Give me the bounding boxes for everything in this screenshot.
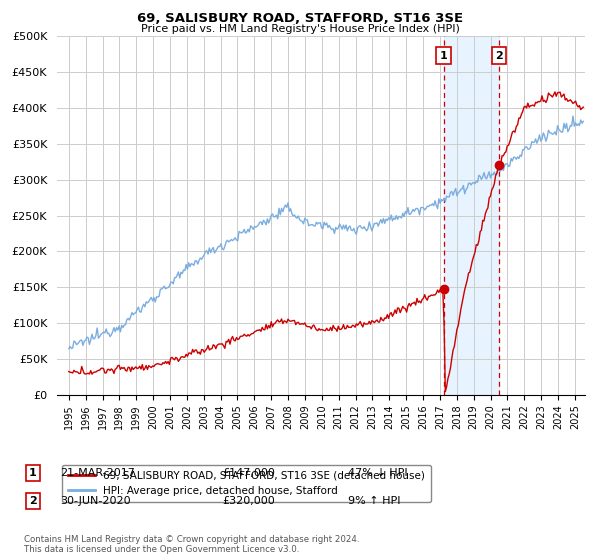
Text: 2: 2 bbox=[495, 51, 503, 60]
Bar bbox=[443, 36, 499, 395]
Text: 1: 1 bbox=[440, 51, 448, 60]
Text: 2: 2 bbox=[29, 496, 37, 506]
Legend: 69, SALISBURY ROAD, STAFFORD, ST16 3SE (detached house), HPI: Average price, det: 69, SALISBURY ROAD, STAFFORD, ST16 3SE (… bbox=[62, 465, 431, 502]
Text: 30-JUN-2020: 30-JUN-2020 bbox=[60, 496, 131, 506]
Text: 47% ↓ HPI: 47% ↓ HPI bbox=[348, 468, 407, 478]
Text: £320,000: £320,000 bbox=[222, 496, 275, 506]
Text: Price paid vs. HM Land Registry's House Price Index (HPI): Price paid vs. HM Land Registry's House … bbox=[140, 24, 460, 34]
Text: £147,000: £147,000 bbox=[222, 468, 275, 478]
Text: 1: 1 bbox=[29, 468, 37, 478]
Text: 69, SALISBURY ROAD, STAFFORD, ST16 3SE: 69, SALISBURY ROAD, STAFFORD, ST16 3SE bbox=[137, 12, 463, 25]
Text: 21-MAR-2017: 21-MAR-2017 bbox=[60, 468, 135, 478]
Text: Contains HM Land Registry data © Crown copyright and database right 2024.
This d: Contains HM Land Registry data © Crown c… bbox=[24, 535, 359, 554]
Text: 9% ↑ HPI: 9% ↑ HPI bbox=[348, 496, 401, 506]
